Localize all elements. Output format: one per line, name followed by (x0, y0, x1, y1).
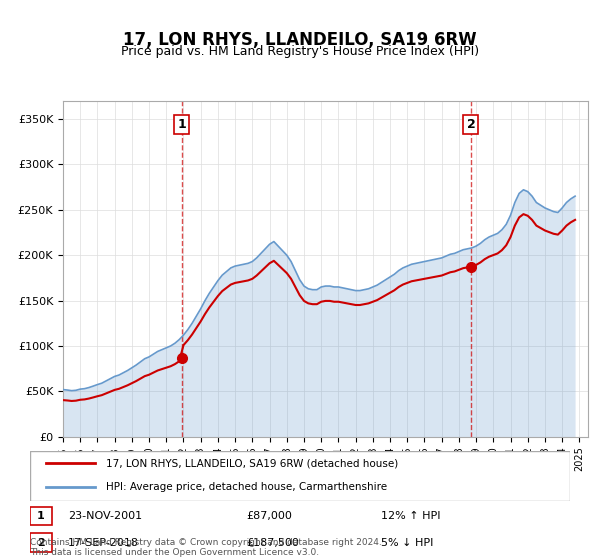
Text: 12% ↑ HPI: 12% ↑ HPI (381, 511, 440, 521)
Text: 17-SEP-2018: 17-SEP-2018 (68, 538, 139, 548)
FancyBboxPatch shape (30, 507, 52, 525)
Text: 17, LON RHYS, LLANDEILO, SA19 6RW: 17, LON RHYS, LLANDEILO, SA19 6RW (123, 31, 477, 49)
Text: 1: 1 (37, 511, 44, 521)
Text: 5% ↓ HPI: 5% ↓ HPI (381, 538, 433, 548)
Text: Price paid vs. HM Land Registry's House Price Index (HPI): Price paid vs. HM Land Registry's House … (121, 45, 479, 58)
Text: £87,000: £87,000 (246, 511, 292, 521)
Text: 23-NOV-2001: 23-NOV-2001 (68, 511, 142, 521)
Text: Contains HM Land Registry data © Crown copyright and database right 2024.
This d: Contains HM Land Registry data © Crown c… (30, 538, 382, 557)
FancyBboxPatch shape (30, 451, 570, 501)
Text: 2: 2 (37, 538, 44, 548)
Text: 1: 1 (178, 118, 186, 131)
Text: HPI: Average price, detached house, Carmarthenshire: HPI: Average price, detached house, Carm… (106, 482, 387, 492)
Text: 2: 2 (467, 118, 475, 131)
Text: 17, LON RHYS, LLANDEILO, SA19 6RW (detached house): 17, LON RHYS, LLANDEILO, SA19 6RW (detac… (106, 459, 398, 468)
FancyBboxPatch shape (30, 533, 52, 552)
Text: £187,500: £187,500 (246, 538, 299, 548)
